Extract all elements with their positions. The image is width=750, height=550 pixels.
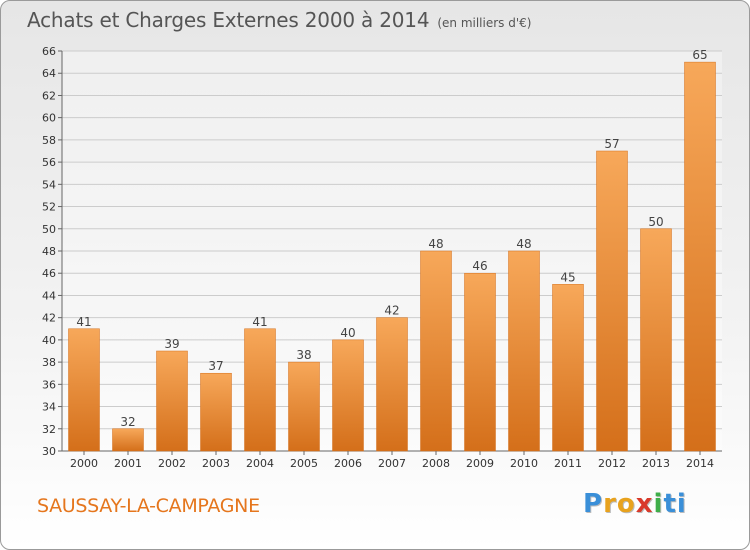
data-label: 48 xyxy=(428,237,443,251)
data-label: 38 xyxy=(296,348,311,362)
chart-subtitle: (en milliers d'€) xyxy=(437,16,532,30)
bar xyxy=(464,272,496,452)
bar xyxy=(156,350,188,452)
commune-name: SAUSSAY-LA-CAMPAGNE xyxy=(37,495,260,517)
data-label: 50 xyxy=(648,215,663,229)
y-tick-label: 34 xyxy=(42,401,56,414)
y-tick-label: 60 xyxy=(42,112,56,125)
data-label: 42 xyxy=(384,304,399,318)
y-tick-label: 52 xyxy=(42,201,56,214)
x-tick-label: 2000 xyxy=(70,457,98,470)
x-tick-label: 2009 xyxy=(466,457,494,470)
x-tick-label: 2012 xyxy=(598,457,626,470)
y-tick-label: 38 xyxy=(42,356,56,369)
logo-letter: r xyxy=(603,489,617,519)
bar xyxy=(420,250,452,452)
y-tick-label: 44 xyxy=(42,289,56,302)
y-tick-label: 56 xyxy=(42,156,56,169)
data-label: 37 xyxy=(208,359,223,373)
data-label: 40 xyxy=(340,326,355,340)
chart-title: Achats et Charges Externes 2000 à 2014 xyxy=(27,8,430,32)
x-tick-label: 2003 xyxy=(202,457,230,470)
data-label: 41 xyxy=(252,315,267,329)
data-label: 45 xyxy=(560,270,575,284)
chart-title-row: Achats et Charges Externes 2000 à 2014 (e… xyxy=(27,8,531,32)
bar xyxy=(244,328,276,452)
logo-letter: P xyxy=(583,489,604,519)
bar xyxy=(112,428,144,452)
y-tick-label: 54 xyxy=(42,178,56,191)
x-tick-label: 2006 xyxy=(334,457,362,470)
bar xyxy=(332,339,364,452)
y-tick-label: 46 xyxy=(42,267,56,280)
x-tick-label: 2002 xyxy=(158,457,186,470)
bar xyxy=(200,372,232,452)
bar xyxy=(684,61,716,452)
x-tick-label: 2014 xyxy=(686,457,714,470)
y-tick-label: 58 xyxy=(42,134,56,147)
logo-letter: x xyxy=(635,489,654,519)
data-label: 57 xyxy=(604,137,619,151)
x-tick-label: 2005 xyxy=(290,457,318,470)
data-label: 39 xyxy=(164,337,179,351)
y-tick-label: 66 xyxy=(42,45,56,58)
y-tick-label: 32 xyxy=(42,423,56,436)
logo-letter: t xyxy=(663,489,677,519)
y-tick-label: 48 xyxy=(42,245,56,258)
bar xyxy=(288,361,320,452)
logo-letter: o xyxy=(616,489,636,519)
data-label: 46 xyxy=(472,259,487,273)
y-tick-label: 40 xyxy=(42,334,56,347)
y-tick-label: 42 xyxy=(42,312,56,325)
bar xyxy=(552,284,584,452)
bar xyxy=(68,328,100,452)
proxiti-logo: Proxiti xyxy=(583,489,687,519)
x-tick-label: 2008 xyxy=(422,457,450,470)
logo-letter: i xyxy=(676,489,687,519)
x-tick-label: 2004 xyxy=(246,457,274,470)
data-label: 65 xyxy=(692,48,707,62)
y-tick-label: 36 xyxy=(42,378,56,391)
logo-letter: i xyxy=(653,489,664,519)
y-tick-label: 62 xyxy=(42,89,56,102)
y-tick-label: 50 xyxy=(42,223,56,236)
bar xyxy=(596,150,628,452)
data-label: 32 xyxy=(120,415,135,429)
data-label: 48 xyxy=(516,237,531,251)
x-tick-label: 2010 xyxy=(510,457,538,470)
x-tick-label: 2007 xyxy=(378,457,406,470)
bar xyxy=(376,317,408,452)
bar xyxy=(640,228,672,452)
bar xyxy=(508,250,540,452)
x-tick-label: 2011 xyxy=(554,457,582,470)
y-tick-label: 64 xyxy=(42,67,56,80)
data-label: 41 xyxy=(76,315,91,329)
x-tick-label: 2013 xyxy=(642,457,670,470)
y-tick-label: 30 xyxy=(42,445,56,458)
x-tick-label: 2001 xyxy=(114,457,142,470)
